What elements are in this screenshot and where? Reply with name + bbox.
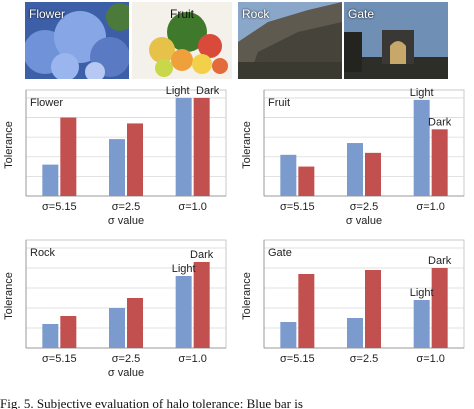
- x-tick-label: σ=1.0: [416, 353, 445, 365]
- annotation-dark: Dark: [190, 249, 214, 261]
- chart-title: Fruit: [268, 97, 290, 109]
- chart-panel-rock: Rock Tolerance Light Dark σ=5.15 σ=2.5 σ=1.0 σ …: [0, 234, 232, 386]
- bar-dark-2: [431, 268, 448, 348]
- x-tick-label: σ=5.15: [42, 201, 77, 213]
- annotation-dark: Dark: [428, 116, 452, 128]
- x-axis-label: σ value: [346, 215, 382, 227]
- chart-flower: Flower Tolerance Light Dark σ=5.15 σ=2.5 σ=1.0…: [3, 85, 227, 227]
- bar-dark-0: [60, 316, 77, 348]
- chart-title: Rock: [30, 247, 56, 259]
- bar-light-2: [413, 300, 430, 348]
- annotation-dark: Dark: [428, 255, 452, 267]
- figure-caption: Fig. 5. Subjective evaluation of halo to…: [0, 396, 303, 409]
- photo-label-fruit: Fruit: [170, 7, 194, 21]
- bar-light-2: [175, 276, 192, 348]
- bar-light-0: [280, 154, 297, 196]
- annotation-light: Light: [172, 263, 196, 275]
- x-tick-label: σ=5.15: [280, 353, 315, 365]
- bar-dark-1: [365, 270, 381, 348]
- bar-light-0: [280, 322, 297, 348]
- photo-gate: Gate: [344, 2, 448, 79]
- chart-panel-fruit: Fruit Tolerance Light Dark σ=5.15 σ=2.5 σ=1.0 σ…: [238, 84, 470, 234]
- bar-light-1: [109, 308, 125, 348]
- chart-fruit: Fruit Tolerance Light Dark σ=5.15 σ=2.5 σ=1.0 σ…: [241, 87, 465, 227]
- chart-panel-gate: Gate Tolerance Light Dark σ=5.15 σ=2.5 σ=1.0: [238, 234, 470, 386]
- photo-label-gate: Gate: [348, 7, 375, 21]
- annotation-light: Light: [410, 87, 434, 99]
- chart-title: Flower: [30, 97, 63, 109]
- x-tick-label: σ=1.0: [178, 201, 207, 213]
- photo-label-flower: Flower: [29, 7, 66, 21]
- photo-rock: Rock: [238, 2, 342, 79]
- bar-dark-1: [127, 123, 143, 196]
- x-tick-label: σ=2.5: [350, 353, 379, 365]
- bar-dark-2: [431, 129, 448, 196]
- bar-light-0: [42, 324, 59, 348]
- bar-light-2: [175, 97, 192, 196]
- bar-light-2: [413, 99, 430, 196]
- bar-dark-0: [298, 274, 315, 348]
- x-tick-label: σ=5.15: [42, 353, 77, 365]
- y-axis-label: Tolerance: [241, 272, 253, 320]
- bar-dark-2: [193, 262, 210, 348]
- x-tick-label: σ=1.0: [416, 201, 445, 213]
- bar-dark-0: [298, 166, 315, 196]
- y-axis-label: Tolerance: [241, 121, 253, 169]
- bar-light-1: [347, 143, 363, 196]
- x-tick-label: σ=5.15: [280, 201, 315, 213]
- chart-panel-flower: Flower Tolerance Light Dark σ=5.15 σ=2.5 σ=1.0…: [0, 84, 232, 234]
- chart-rock: Rock Tolerance Light Dark σ=5.15 σ=2.5 σ=1.0 σ …: [3, 239, 227, 379]
- y-axis-label: Tolerance: [3, 121, 15, 169]
- chart-gate: Gate Tolerance Light Dark σ=5.15 σ=2.5 σ=1.0: [241, 239, 465, 365]
- y-axis-label: Tolerance: [3, 272, 15, 320]
- photo-flower: Flower: [25, 2, 129, 79]
- annotation-light: Light: [166, 85, 190, 97]
- bar-dark-1: [365, 152, 381, 196]
- x-axis-label: σ value: [108, 215, 144, 227]
- x-tick-label: σ=1.0: [178, 353, 207, 365]
- x-tick-label: σ=2.5: [350, 201, 379, 213]
- bar-light-1: [347, 318, 363, 348]
- bar-dark-0: [60, 117, 77, 196]
- bar-dark-1: [127, 298, 143, 348]
- annotation-light: Light: [410, 287, 434, 299]
- photo-fruit: Fruit: [132, 2, 232, 79]
- x-tick-label: σ=2.5: [112, 353, 141, 365]
- bar-dark-2: [193, 97, 210, 196]
- photo-label-rock: Rock: [242, 7, 270, 21]
- x-axis-label: σ value: [108, 367, 144, 379]
- bar-light-1: [109, 139, 125, 196]
- chart-title: Gate: [268, 247, 292, 259]
- bar-light-0: [42, 164, 59, 196]
- annotation-dark: Dark: [196, 85, 220, 97]
- x-tick-label: σ=2.5: [112, 201, 141, 213]
